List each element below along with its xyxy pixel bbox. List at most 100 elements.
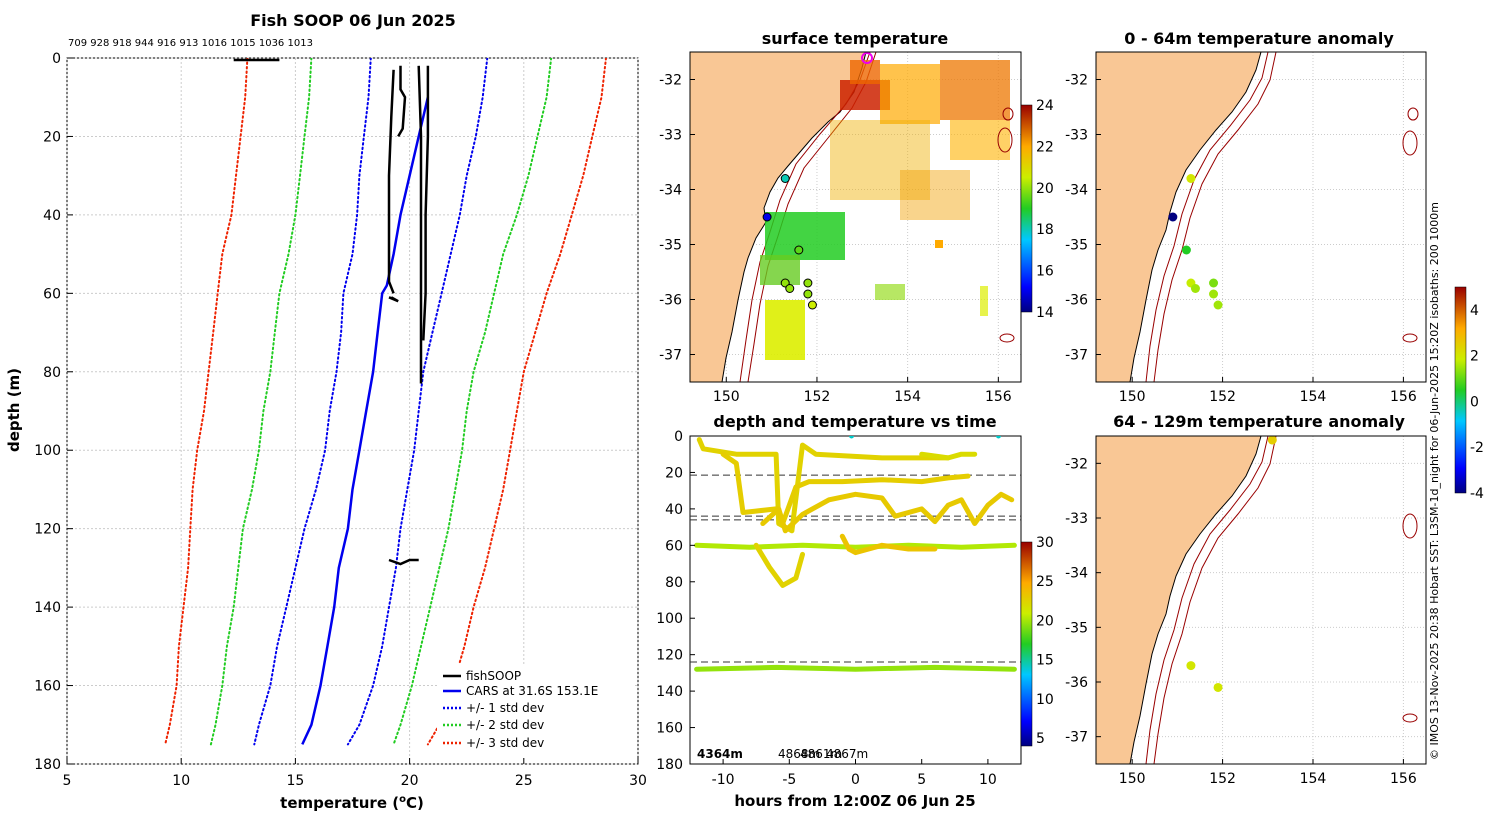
map-xtick-label: 150 <box>1119 389 1146 405</box>
anom64-ticks: 150 152 154 156 -32 -33 -34 -35 -36 -37 <box>1065 456 1417 787</box>
ts-colorbar-ticks: 5 10 15 20 25 30 <box>1036 535 1054 747</box>
ts-xtick-label: -5 <box>782 772 796 788</box>
anom64-point <box>1213 682 1223 692</box>
anom0-isobath-1000 <box>1153 51 1277 383</box>
anom0-isobath-200 <box>1145 51 1269 383</box>
anomaly-64-129-panel: 64 - 129m temperature anomaly 150 152 154 1… <box>1065 412 1427 787</box>
anom0-title: 0 - 64m temperature anomaly <box>1124 29 1394 48</box>
map-xtick-label: 154 <box>1300 771 1327 787</box>
sst-colorbar-label: 24 <box>1036 98 1054 114</box>
profile-series-line <box>387 69 395 294</box>
sst-island-1 <box>1002 107 1014 121</box>
anom0-island-2 <box>1402 130 1418 156</box>
ts-ytick-label: 40 <box>665 502 683 518</box>
map-xtick-label: 154 <box>1300 389 1327 405</box>
ts-colorbar-label: 5 <box>1036 731 1045 747</box>
legend-fish: fishSOOP <box>466 669 521 683</box>
map-ytick-label: -32 <box>659 73 682 89</box>
ts-trace <box>694 542 1017 550</box>
map-ytick-label: -33 <box>1065 128 1088 144</box>
ts-ytick-label: 160 <box>656 721 683 737</box>
map-xtick-label: 156 <box>985 389 1012 405</box>
sst-colorbar-label: 14 <box>1036 305 1054 321</box>
anomaly-colorbar <box>1454 286 1467 494</box>
sst-station-point <box>762 212 772 222</box>
sst-colorbar-label: 16 <box>1036 264 1054 280</box>
ts-ytick-label: 0 <box>674 429 683 445</box>
profile-xlabel: temperature (oC) <box>280 794 424 812</box>
map-ytick-label: -37 <box>1065 348 1088 364</box>
ts-bottom-label-4: 4867m <box>826 747 868 761</box>
profile-series-line <box>346 58 489 746</box>
map-ytick-label: -33 <box>1065 511 1088 527</box>
map-xtick-label: 152 <box>1209 771 1236 787</box>
anom0-land <box>1095 51 1262 383</box>
profile-xtick-label: 20 <box>401 773 419 789</box>
anom0-island-1 <box>1407 107 1419 121</box>
sst-station-point <box>785 284 795 293</box>
sst-station-point <box>794 245 804 255</box>
anom64-point <box>1267 435 1277 445</box>
anom64-points <box>1186 435 1277 692</box>
profile-series-line <box>301 96 430 745</box>
profile-ytick-label: 180 <box>34 757 61 773</box>
profile-axes <box>66 57 639 765</box>
ts-surface-marker <box>849 436 855 439</box>
ts-ytick-label: 20 <box>665 465 683 481</box>
sst-ticks: 150 152 154 156 -32 -33 -34 -35 -36 -37 <box>659 73 1012 406</box>
profile-ticks: 5 10 15 20 25 30 0 20 40 60 80 100 120 140 160 180 <box>34 51 647 789</box>
ts-trace <box>839 533 938 556</box>
profile-series-line <box>388 558 419 566</box>
map-ytick-label: -35 <box>1065 620 1088 636</box>
anomaly-colorbar-label: 4 <box>1470 303 1479 319</box>
profile-top-text: 709 928 918 944 916 913 1016 1015 1036 1… <box>68 38 313 49</box>
sst-station-point <box>803 289 813 299</box>
anomaly-colorbar-label: -4 <box>1470 486 1484 502</box>
anom0-point <box>1209 289 1219 299</box>
sst-station-point <box>780 174 790 183</box>
profile-xtick-label: 5 <box>63 773 72 789</box>
profile-grid <box>66 57 639 765</box>
sst-ship-marker <box>861 52 873 64</box>
profile-ytick-label: 80 <box>43 365 61 381</box>
ts-colorbar-label: 15 <box>1036 653 1054 669</box>
map-xtick-label: 156 <box>1390 771 1417 787</box>
legend-std1: +/- 1 std dev <box>466 701 544 715</box>
sst-colorbar <box>1020 104 1033 313</box>
sst-colorbar-label: 20 <box>1036 181 1054 197</box>
map-xtick-label: 152 <box>804 389 831 405</box>
anomaly-colorbar-label: 2 <box>1470 349 1479 365</box>
map-xtick-label: 156 <box>1390 389 1417 405</box>
ts-xtick-label: 5 <box>917 772 926 788</box>
profile-ytick-label: 120 <box>34 522 61 538</box>
anom64-frame <box>1095 435 1427 765</box>
ts-trace <box>720 451 971 526</box>
profile-series-line <box>422 65 430 341</box>
sst-station-point <box>807 300 817 310</box>
sst-field <box>760 60 1010 360</box>
anom64-island-1 <box>1402 513 1418 539</box>
ts-trace <box>694 664 1017 672</box>
anom64-title: 64 - 129m temperature anomaly <box>1113 412 1405 431</box>
ts-ytick-label: 180 <box>656 757 683 773</box>
anom0-point <box>1168 212 1178 222</box>
timeseries-panel: depth and temperature vs time -10 -5 0 5 100… <box>656 412 1054 810</box>
ts-colorbar-label: 20 <box>1036 613 1054 629</box>
ts-colorbar-label: 10 <box>1036 692 1054 708</box>
anom64-island-2 <box>1402 713 1418 723</box>
ts-xtick-label: -10 <box>712 772 735 788</box>
ts-bottom-label-3: 4861m <box>800 747 842 761</box>
profile-series-line <box>253 58 372 746</box>
anom0-point <box>1190 284 1200 293</box>
profile-ytick-label: 100 <box>34 443 61 459</box>
timeseries-title: depth and temperature vs time <box>713 412 996 431</box>
profile-panel: Fish SOOP 06 Jun 2025 709 928 918 944 91… <box>5 11 647 812</box>
map-ytick-label: -35 <box>659 238 682 254</box>
legend-box <box>437 664 633 758</box>
ts-colorbar <box>1020 541 1033 747</box>
profile-xtick-label: 25 <box>515 773 533 789</box>
map-ytick-label: -34 <box>659 183 682 199</box>
profile-legend: fishSOOP CARS at 31.6S 153.1E +/- 1 std … <box>437 664 633 758</box>
profile-ytick-label: 20 <box>43 129 61 145</box>
